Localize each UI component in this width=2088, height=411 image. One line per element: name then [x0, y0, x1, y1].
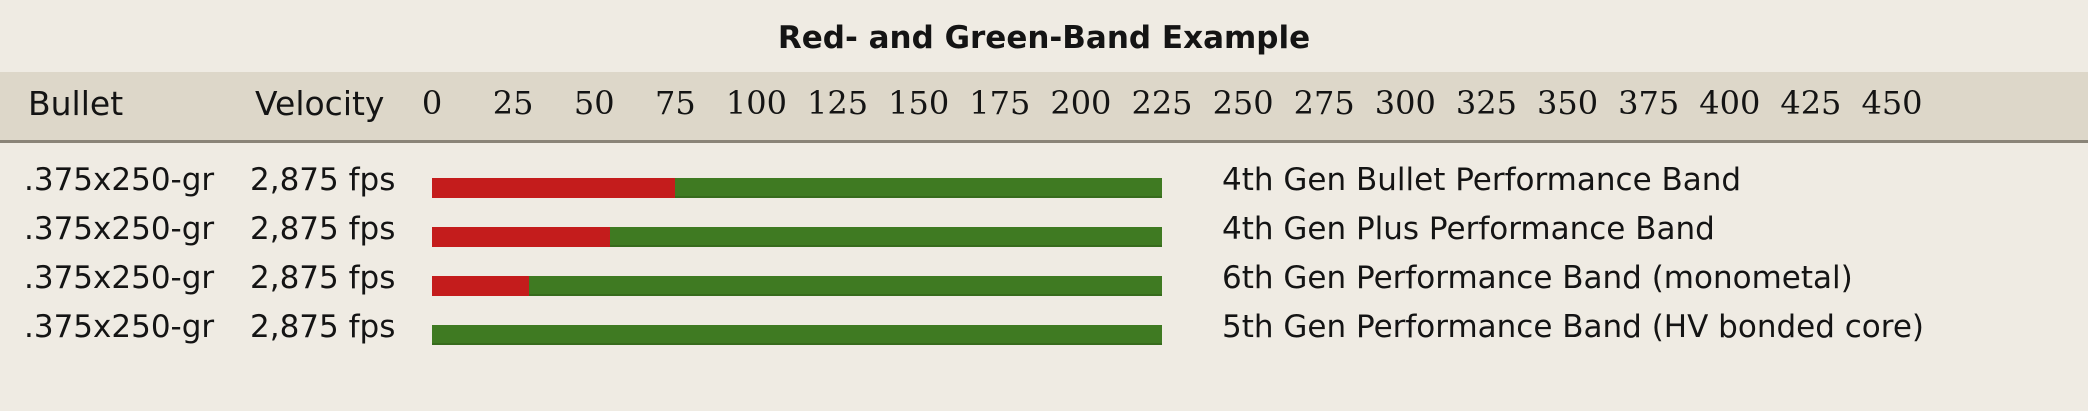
x-tick-label: 25	[492, 84, 534, 122]
x-tick-label: 375	[1618, 84, 1680, 122]
header-rule	[0, 140, 2088, 143]
x-tick-label: 100	[725, 84, 787, 122]
x-tick-label: 350	[1537, 84, 1599, 122]
x-tick-label: 450	[1861, 84, 1923, 122]
row-band-label: 4th Gen Plus Performance Band	[1222, 211, 1715, 247]
x-tick-label: 325	[1455, 84, 1517, 122]
red-band-bar	[432, 178, 676, 198]
row-velocity: 2,875 fps	[250, 162, 396, 198]
x-tick-label: 200	[1050, 84, 1112, 122]
x-tick-label: 225	[1131, 84, 1193, 122]
red-band-bar	[432, 227, 611, 247]
green-band-bar	[432, 276, 1162, 296]
x-tick-label: 250	[1212, 84, 1274, 122]
x-tick-label: 400	[1699, 84, 1761, 122]
row-bullet: .375x250-gr	[24, 309, 215, 345]
x-tick-label: 125	[807, 84, 869, 122]
row-band-label: 4th Gen Bullet Performance Band	[1222, 162, 1742, 198]
column-header-velocity: Velocity	[255, 84, 385, 123]
x-tick-label: 425	[1780, 84, 1842, 122]
row-band-label: 6th Gen Performance Band (monometal)	[1222, 260, 1853, 296]
x-tick-label: 150	[888, 84, 950, 122]
x-tick-label: 50	[573, 84, 615, 122]
x-tick-label: 275	[1293, 84, 1355, 122]
red-band-bar	[432, 276, 530, 296]
x-tick-label: 175	[969, 84, 1031, 122]
green-band-bar	[432, 178, 1162, 198]
green-band-bar	[432, 227, 1162, 247]
x-tick-label: 0	[421, 84, 443, 122]
row-velocity: 2,875 fps	[250, 211, 396, 247]
row-band-label: 5th Gen Performance Band (HV bonded core…	[1222, 309, 1924, 345]
row-bullet: .375x250-gr	[24, 162, 215, 198]
row-velocity: 2,875 fps	[250, 309, 396, 345]
green-band-bar	[432, 325, 1162, 345]
column-header-bullet: Bullet	[28, 84, 124, 123]
header-band	[0, 72, 2088, 140]
row-bullet: .375x250-gr	[24, 260, 215, 296]
chart-title: Red- and Green-Band Example	[777, 20, 1311, 56]
row-velocity: 2,875 fps	[250, 260, 396, 296]
x-tick-label: 300	[1374, 84, 1436, 122]
x-tick-label: 75	[654, 84, 696, 122]
row-bullet: .375x250-gr	[24, 211, 215, 247]
